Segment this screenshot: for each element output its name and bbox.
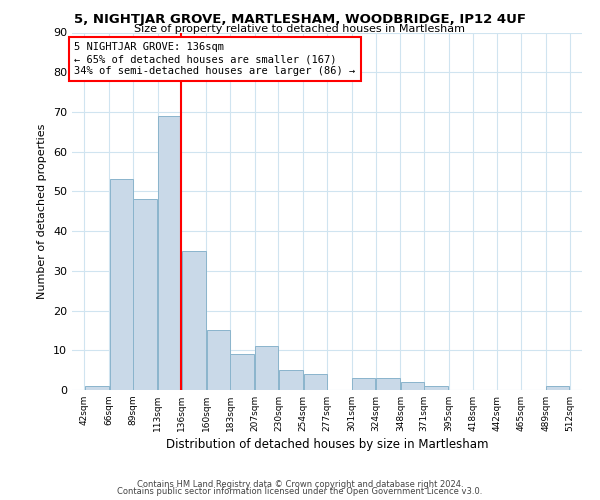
Text: Contains public sector information licensed under the Open Government Licence v3: Contains public sector information licen… xyxy=(118,488,482,496)
Bar xyxy=(110,180,133,390)
Bar xyxy=(279,370,303,390)
Text: Size of property relative to detached houses in Martlesham: Size of property relative to detached ho… xyxy=(134,24,466,34)
Text: 5, NIGHTJAR GROVE, MARTLESHAM, WOODBRIDGE, IP12 4UF: 5, NIGHTJAR GROVE, MARTLESHAM, WOODBRIDG… xyxy=(74,12,526,26)
Bar xyxy=(182,251,206,390)
X-axis label: Distribution of detached houses by size in Martlesham: Distribution of detached houses by size … xyxy=(166,438,488,451)
Text: 5 NIGHTJAR GROVE: 136sqm
← 65% of detached houses are smaller (167)
34% of semi-: 5 NIGHTJAR GROVE: 136sqm ← 65% of detach… xyxy=(74,42,355,76)
Bar xyxy=(352,378,375,390)
Bar xyxy=(424,386,448,390)
Bar xyxy=(255,346,278,390)
Y-axis label: Number of detached properties: Number of detached properties xyxy=(37,124,47,299)
Bar xyxy=(206,330,230,390)
Bar xyxy=(304,374,326,390)
Bar xyxy=(376,378,400,390)
Bar xyxy=(133,200,157,390)
Bar xyxy=(158,116,181,390)
Text: Contains HM Land Registry data © Crown copyright and database right 2024.: Contains HM Land Registry data © Crown c… xyxy=(137,480,463,489)
Bar xyxy=(401,382,424,390)
Bar xyxy=(85,386,109,390)
Bar xyxy=(230,354,254,390)
Bar xyxy=(546,386,569,390)
